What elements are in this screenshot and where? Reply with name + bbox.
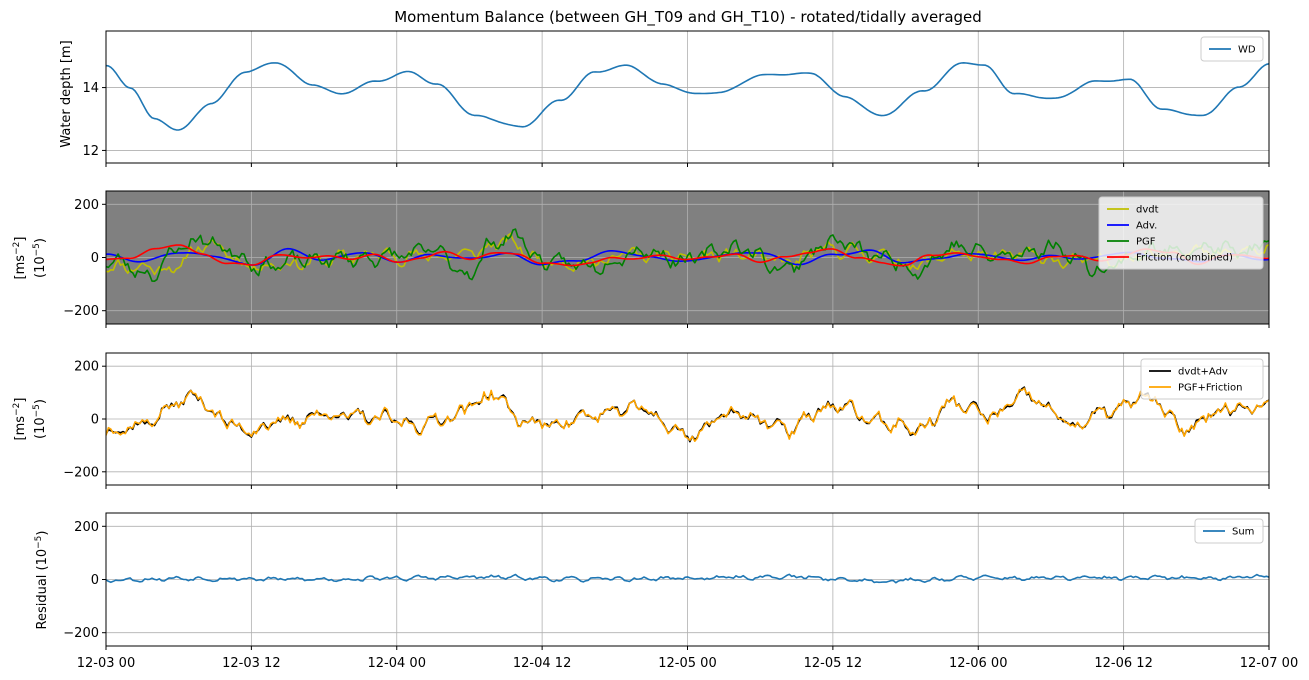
ylabel-balance-sides-units: (10−5): [32, 399, 48, 439]
series-line-pgf: [106, 228, 1269, 282]
ylabel-water-depth: Water depth [m]: [59, 40, 74, 147]
ylabel-residual: Residual (10−5): [34, 530, 50, 629]
ytick-label: 200: [74, 198, 99, 213]
ytick-label: 14: [82, 81, 99, 96]
xtick-label: 12-04 00: [368, 656, 426, 671]
legend-label: Sum: [1232, 527, 1254, 538]
figure-title: Momentum Balance (between GH_T09 and GH_…: [394, 8, 982, 27]
xtick-label: 12-03 12: [222, 656, 280, 671]
series-line-pgf-friction: [106, 387, 1269, 442]
ylabel-momentum-terms-units: (10−5): [32, 238, 48, 278]
legend-label: Adv.: [1136, 221, 1157, 232]
legend-label: PGF+Friction: [1178, 383, 1242, 394]
series-line-wd: [106, 62, 1269, 131]
xtick-label: 12-04 12: [513, 656, 571, 671]
ylabel-balance-sides: [ms−2]: [12, 398, 28, 441]
ytick-label: 0: [91, 251, 99, 266]
legend: dvdt Adv. PGF Friction (combined): [1098, 196, 1264, 270]
ytick-label: 0: [91, 573, 99, 588]
xtick-label: 12-05 12: [804, 656, 862, 671]
series-line-friction-combined-: [106, 244, 1269, 267]
ytick-label: 200: [74, 520, 99, 535]
legend-label: PGF: [1136, 237, 1156, 248]
legend-box: [1200, 36, 1264, 62]
xtick-label: 12-06 12: [1094, 656, 1152, 671]
panel-water-depth: 12 14 WD: [82, 30, 1270, 167]
series-line-sum: [106, 573, 1269, 584]
ytick-label: 0: [91, 413, 99, 428]
legend: dvdt+Adv PGF+Friction: [1140, 358, 1264, 400]
panel-residual: −200 0 200 12-03 00 12-03 12 12-04 00 12-04 12…: [63, 512, 1298, 671]
legend-label: dvdt: [1136, 205, 1159, 216]
legend-label: dvdt+Adv: [1178, 367, 1228, 378]
xtick-label: 12-05 00: [658, 656, 716, 671]
ylabel-momentum-terms: [ms−2]: [12, 237, 28, 280]
legend-label: WD: [1238, 45, 1256, 56]
panel-momentum-terms: −200 0 200 dvdt Adv. PGF Friction (combined): [63, 190, 1270, 328]
xtick-label: 12-06 00: [949, 656, 1007, 671]
legend-box: [1098, 196, 1264, 270]
legend-box: [1140, 358, 1264, 400]
ytick-label: 200: [74, 360, 99, 375]
series-line-adv-: [106, 247, 1269, 266]
legend: WD: [1200, 36, 1264, 62]
legend: Sum: [1194, 518, 1264, 544]
panel-balance-sides: −200 0 200 dvdt+Adv PGF+Friction: [63, 352, 1270, 489]
legend-box: [1194, 518, 1264, 544]
xtick-label: 12-03 00: [77, 656, 135, 671]
xtick-label: 12-07 00: [1240, 656, 1298, 671]
ytick-label: −200: [63, 626, 99, 641]
ytick-label: −200: [63, 304, 99, 319]
legend-label: Friction (combined): [1136, 253, 1233, 264]
ytick-label: 12: [82, 144, 99, 159]
ytick-label: −200: [63, 465, 99, 480]
